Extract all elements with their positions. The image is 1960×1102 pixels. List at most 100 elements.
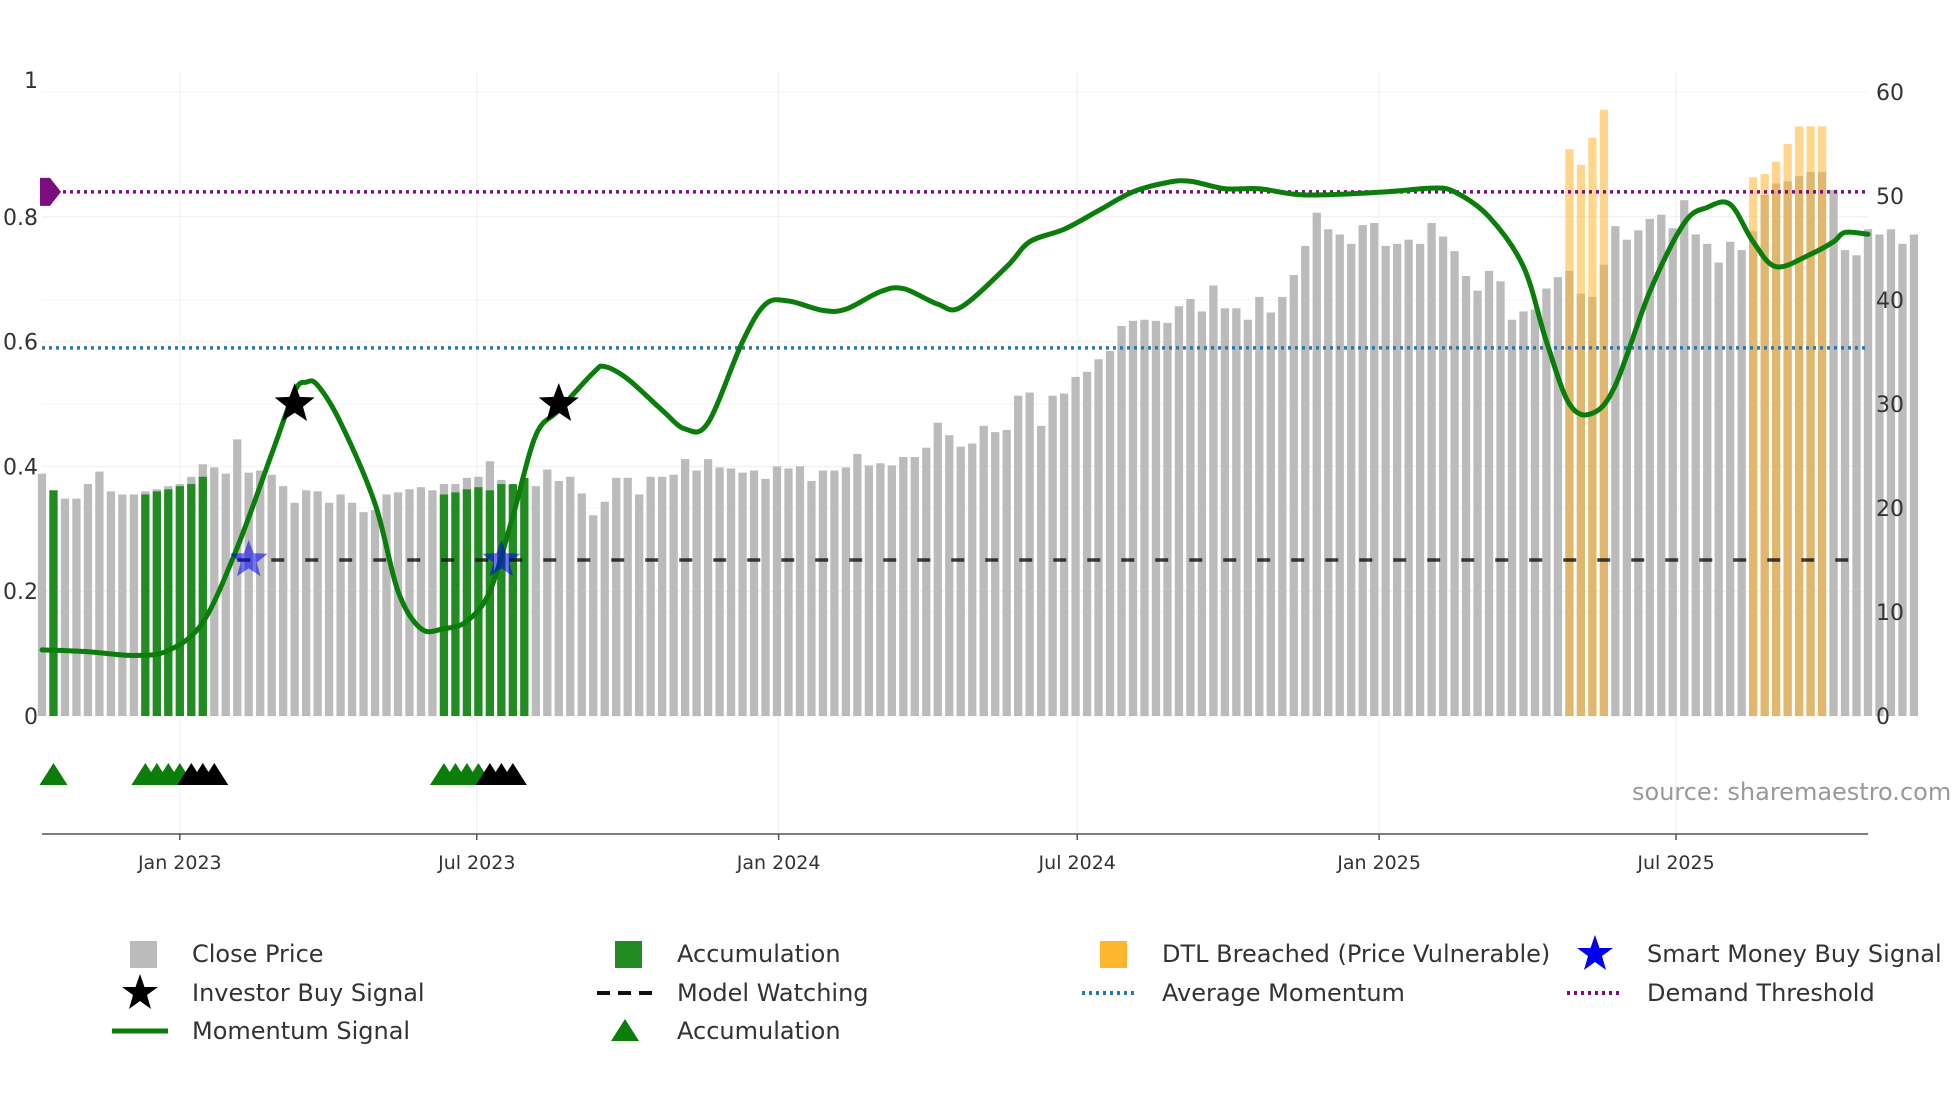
close-price-bar bbox=[60, 498, 70, 716]
close-price-bar bbox=[1668, 228, 1677, 717]
close-price-bar bbox=[1220, 308, 1230, 716]
close-price-bar bbox=[899, 457, 908, 716]
close-price-bar bbox=[1645, 218, 1654, 716]
close-price-bar bbox=[864, 465, 874, 716]
close-price-bar bbox=[129, 494, 139, 716]
close-price-bar bbox=[210, 467, 219, 716]
close-price-bar bbox=[1266, 312, 1275, 716]
dtl-breached-bar bbox=[1817, 126, 1827, 716]
close-price-bar bbox=[830, 470, 839, 716]
close-price-bar bbox=[279, 486, 288, 716]
close-price-bar bbox=[1726, 241, 1735, 716]
close-price-bar bbox=[244, 472, 253, 716]
close-price-bar bbox=[623, 477, 632, 716]
right-y-tick-label: 20 bbox=[1876, 497, 1904, 522]
close-price-bar bbox=[1450, 251, 1459, 716]
x-tick-label: Jan 2024 bbox=[736, 852, 821, 874]
close-price-bar bbox=[910, 457, 919, 716]
chart-axes: Jan 2023 Jul 2023 Jan 2024 Jul 2024 Jan 2025… bbox=[3, 69, 1904, 874]
right-y-tick-label: 10 bbox=[1876, 601, 1904, 626]
close-price-bar bbox=[1415, 243, 1425, 716]
close-price-bar bbox=[416, 487, 426, 716]
close-price-bar bbox=[1071, 376, 1080, 716]
close-price-bar bbox=[1542, 288, 1551, 716]
close-price-bar bbox=[772, 466, 782, 716]
close-price-bar bbox=[1347, 243, 1356, 716]
close-price-bar bbox=[1852, 255, 1861, 716]
close-price-bar bbox=[1473, 290, 1482, 716]
close-price-bar bbox=[933, 422, 942, 716]
left-y-tick-label: 1 bbox=[24, 69, 38, 94]
close-price-bar bbox=[1117, 326, 1126, 716]
close-price-bar bbox=[313, 491, 322, 716]
close-price-bar bbox=[1197, 311, 1207, 716]
close-price-bar bbox=[531, 486, 540, 716]
close-price-bar bbox=[1737, 250, 1746, 716]
close-price-bar bbox=[1002, 430, 1011, 716]
dtl-breached-bar bbox=[1806, 126, 1815, 716]
accumulation-bar bbox=[485, 490, 495, 716]
close-price-bar bbox=[1438, 236, 1448, 716]
close-price-bar bbox=[95, 471, 104, 716]
close-price-bar bbox=[876, 463, 885, 716]
smart-money-buy-star bbox=[482, 540, 521, 577]
source-note: source: sharemaestro.com bbox=[1632, 778, 1952, 806]
dtl-breached-bar bbox=[1565, 149, 1574, 716]
close-price-bar bbox=[600, 501, 609, 716]
accumulation-bar bbox=[141, 494, 150, 716]
close-price-bar bbox=[841, 467, 851, 716]
dtl-breached-bar bbox=[1599, 109, 1608, 717]
close-price-bar bbox=[612, 477, 621, 716]
close-price-bar bbox=[359, 512, 368, 716]
close-price-bar bbox=[1484, 270, 1494, 716]
dtl-breached-bar bbox=[1783, 144, 1792, 716]
momentum-signal-line bbox=[39, 178, 1871, 658]
close-price-bar bbox=[1278, 296, 1287, 716]
close-price-bar bbox=[1014, 395, 1023, 716]
close-price-bar bbox=[382, 494, 391, 716]
close-price-bar bbox=[1186, 298, 1195, 716]
dtl-breached-bar bbox=[1588, 137, 1597, 716]
close-price-bar bbox=[853, 453, 862, 716]
close-price-bar bbox=[554, 480, 563, 716]
accumulation-bar bbox=[520, 477, 529, 716]
close-price-bar bbox=[749, 470, 759, 716]
close-price-bar bbox=[1048, 395, 1057, 716]
close-price-bar bbox=[1691, 234, 1700, 717]
dtl-breached-bar bbox=[1576, 164, 1586, 717]
close-price-bar bbox=[37, 473, 47, 716]
x-tick-label: Jul 2025 bbox=[1636, 852, 1714, 874]
accumulation-bar bbox=[508, 484, 517, 716]
close-price-bar bbox=[1680, 200, 1689, 716]
close-price-bar bbox=[1289, 275, 1298, 716]
close-price-bar bbox=[945, 435, 954, 716]
accumulation-triangle-dark bbox=[200, 763, 229, 785]
close-price-bar bbox=[1461, 276, 1471, 716]
investor-buy-star bbox=[538, 383, 579, 421]
close-price-bar bbox=[1232, 308, 1241, 716]
close-price-bar bbox=[1163, 322, 1172, 716]
line-series bbox=[39, 177, 1871, 658]
close-price-bar bbox=[118, 494, 127, 716]
dtl-breached-bar bbox=[1771, 161, 1781, 716]
dtl-breached-bar bbox=[1760, 174, 1769, 716]
close-price-bar bbox=[1312, 212, 1321, 716]
left-y-tick-label: 0.2 bbox=[3, 580, 38, 605]
bar-series bbox=[37, 109, 1919, 717]
right-y-tick-label: 30 bbox=[1876, 393, 1904, 418]
left-y-tick-label: 0.6 bbox=[3, 331, 38, 356]
close-price-bar bbox=[1840, 250, 1850, 716]
close-price-bar bbox=[818, 470, 828, 716]
close-price-bar bbox=[1829, 189, 1838, 716]
close-price-bar bbox=[1082, 371, 1092, 716]
close-price-bar bbox=[1036, 425, 1046, 716]
close-price-bar bbox=[1094, 359, 1103, 716]
close-price-bar bbox=[106, 491, 116, 716]
close-price-bar bbox=[991, 432, 1000, 716]
close-price-bar bbox=[1622, 239, 1631, 716]
close-price-bar bbox=[1174, 306, 1184, 716]
close-price-bar bbox=[1886, 229, 1896, 716]
close-price-bar bbox=[1553, 277, 1563, 716]
close-price-bar bbox=[72, 498, 81, 716]
